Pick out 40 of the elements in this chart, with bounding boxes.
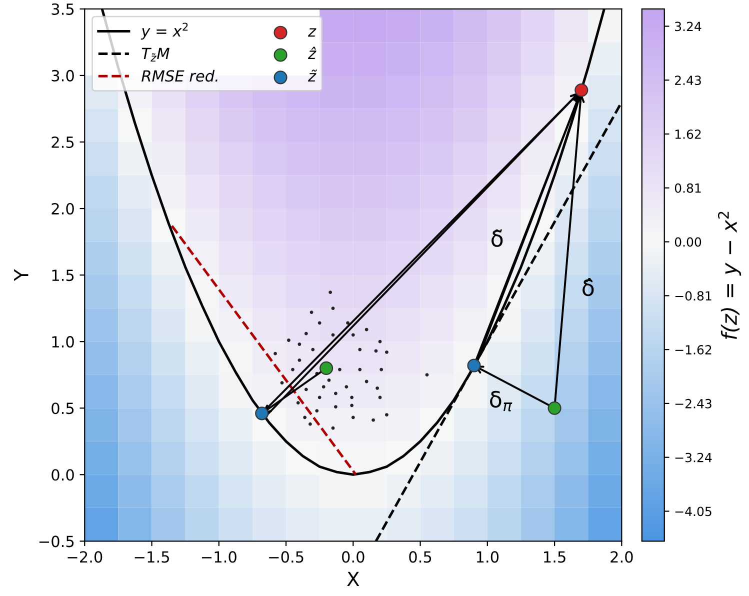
color-bar-label: 1.62 bbox=[675, 129, 701, 139]
x-tick-label: −0.5 bbox=[269, 551, 304, 563]
color-bar-label: 2.43 bbox=[675, 76, 701, 86]
x-tick-label: 2.0 bbox=[610, 551, 633, 563]
color-bar-label: −2.43 bbox=[675, 398, 712, 408]
legend-label: ẑ bbox=[308, 46, 316, 60]
legend-label: z bbox=[308, 28, 316, 37]
y-tick-label: −0.5 bbox=[39, 536, 74, 548]
color-bar-label: 0.81 bbox=[674, 183, 701, 193]
y-tick-label: 3.5 bbox=[52, 3, 74, 15]
y-tick-label: 1.0 bbox=[52, 336, 74, 348]
annotation: δ̃ bbox=[492, 229, 503, 247]
y-axis-title: Y bbox=[14, 269, 28, 282]
y-tick-label: 2.5 bbox=[52, 136, 74, 148]
y-tick-label: 0.5 bbox=[52, 402, 74, 414]
color-bar-label: 3.24 bbox=[675, 22, 702, 32]
y-tick-label: 0.0 bbox=[52, 469, 74, 481]
color-bar-label: −1.62 bbox=[675, 345, 712, 354]
x-axis-title: X bbox=[347, 572, 360, 586]
x-tick-label: −1.5 bbox=[134, 551, 169, 563]
legend-label: z̃ bbox=[308, 70, 317, 82]
annotation: δ$_{π}$ bbox=[490, 390, 512, 412]
y-tick-label: 3.0 bbox=[52, 70, 74, 82]
x-tick-label: 0.0 bbox=[342, 551, 364, 563]
x-tick-label: 0.5 bbox=[409, 551, 432, 563]
legend-label: T$_{z̃}$M bbox=[142, 48, 170, 62]
y-tick-label: 2.0 bbox=[52, 202, 74, 215]
color-bar-label: −4.05 bbox=[675, 506, 712, 516]
x-tick-label: −2.0 bbox=[68, 551, 102, 563]
color-bar-label: −3.24 bbox=[675, 452, 712, 462]
x-tick-label: −1.0 bbox=[202, 551, 236, 563]
color-bar-label: 0.00 bbox=[674, 237, 702, 247]
color-bar-label: −0.81 bbox=[675, 291, 712, 301]
x-tick-label: 1.0 bbox=[476, 551, 499, 563]
x-tick-label: 1.5 bbox=[544, 551, 566, 563]
legend-label: y = x$^{2}$ bbox=[140, 22, 188, 40]
y-tick-label: 1.5 bbox=[52, 270, 74, 282]
annotation: δ̂ bbox=[582, 278, 594, 296]
color-bar-title: f(z) = y − x$^{2}$ bbox=[718, 212, 742, 340]
legend-label: RMSE red. bbox=[142, 70, 218, 82]
